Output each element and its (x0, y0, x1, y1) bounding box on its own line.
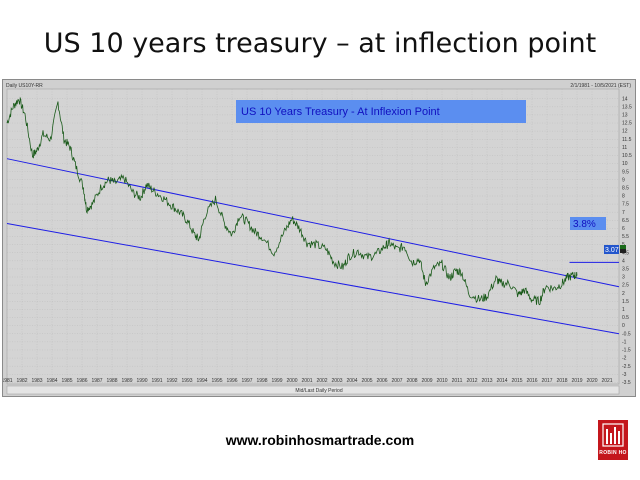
x-tick-label: 2011 (452, 378, 463, 384)
x-tick-label: 1987 (91, 378, 102, 384)
chart-grid (6, 89, 619, 384)
x-tick-label: 2007 (391, 378, 402, 384)
x-tick-label: 2010 (436, 378, 447, 384)
chart-symbol: Daily US10Y-RR (6, 83, 43, 89)
x-tick-label: 2019 (571, 378, 582, 384)
current-value-text: 3.07 (605, 247, 619, 254)
x-tick-label: 1990 (136, 378, 147, 384)
x-tick-label: 2018 (556, 378, 567, 384)
y-tick-label: 6 (622, 226, 625, 232)
footer-url[interactable]: www.robinhosmartrade.com (225, 432, 415, 448)
x-tick-label: 1989 (121, 378, 132, 384)
x-tick-label: 2020 (586, 378, 597, 384)
x-tick-label: 2012 (466, 378, 477, 384)
y-axis: 1413.51312.51211.51110.5109.598.587.576.… (622, 96, 632, 386)
y-tick-label: 4 (622, 258, 625, 264)
y-tick-label: 12 (622, 129, 628, 135)
y-tick-label: -2.5 (622, 364, 631, 370)
x-tick-label: 2001 (301, 378, 312, 384)
y-tick-label: 1 (622, 307, 625, 313)
y-tick-label: -0.5 (622, 331, 631, 337)
x-tick-label: 1992 (166, 378, 177, 384)
y-tick-label: -1 (622, 339, 627, 345)
chart-title: US 10 Years Treasury - At Inflexion Poin… (241, 106, 440, 118)
y-tick-label: 13.5 (622, 104, 632, 110)
target-label-box (570, 217, 606, 230)
x-tick-label: 1991 (151, 378, 162, 384)
y-tick-label: 8.5 (622, 185, 629, 191)
y-tick-label: 3 (622, 275, 625, 281)
slide-title: US 10 years treasury – at inflection poi… (43, 28, 597, 59)
x-tick-label: 1982 (16, 378, 27, 384)
x-tick-label: 1999 (271, 378, 282, 384)
x-tick-label: 1983 (31, 378, 42, 384)
yield-line (6, 96, 578, 306)
x-tick-label: 2015 (511, 378, 522, 384)
x-tick-label: 1988 (106, 378, 117, 384)
x-tick-label: 1997 (241, 378, 252, 384)
x-tick-label: 1984 (46, 378, 57, 384)
y-tick-label: 14 (622, 96, 628, 102)
chart-frame: Daily US10Y-RR 2/1/1981 - 10/5/2021 (EST… (2, 79, 636, 397)
x-tick-label: 2002 (316, 378, 327, 384)
period-note: Mid/Last Daily Period (295, 388, 342, 394)
x-tick-label: 2016 (526, 378, 537, 384)
y-tick-label: 1.5 (622, 299, 629, 305)
target-label: 3.8% (573, 219, 596, 230)
y-tick-label: -3.5 (622, 380, 631, 386)
chart-date-range: 2/1/1981 - 10/5/2021 (EST) (570, 83, 631, 89)
x-tick-label: 1994 (196, 378, 207, 384)
x-tick-label: 2021 (601, 378, 612, 384)
y-tick-label: 10.5 (622, 153, 632, 159)
bid-marker (620, 245, 626, 249)
y-tick-label: 9.5 (622, 169, 629, 175)
x-tick-label: 1993 (181, 378, 192, 384)
x-tick-label: 2000 (286, 378, 297, 384)
channel-line (6, 223, 620, 335)
y-tick-label: 7.5 (622, 202, 629, 208)
chart-scrollbar[interactable] (6, 385, 620, 395)
x-tick-label: 2006 (376, 378, 387, 384)
x-tick-label: 2008 (406, 378, 417, 384)
y-tick-label: 2 (622, 291, 625, 297)
y-tick-label: 5.5 (622, 234, 629, 240)
y-tick-label: 8 (622, 194, 625, 200)
current-value-badge (604, 245, 619, 254)
y-tick-label: 10 (622, 161, 628, 167)
y-tick-label: 0 (622, 323, 625, 329)
x-tick-label: 1986 (76, 378, 87, 384)
y-tick-label: -3 (622, 372, 627, 378)
x-tick-label: 2017 (541, 378, 552, 384)
y-tick-label: 0.5 (622, 315, 629, 321)
x-tick-label: 2014 (496, 378, 507, 384)
y-tick-label: 6.5 (622, 218, 629, 224)
y-tick-label: 2.5 (622, 283, 629, 289)
logo-mark-icon (602, 423, 624, 447)
logo-text: ROBIN HO (599, 450, 627, 456)
y-tick-label: 4.5 (622, 250, 629, 256)
y-tick-label: 12.5 (622, 121, 632, 127)
y-tick-label: 11 (622, 145, 627, 151)
chart-title-box (236, 100, 526, 123)
ask-marker (620, 249, 626, 253)
x-tick-label: 1981 (3, 378, 13, 384)
treasury-yield-chart: Daily US10Y-RR 2/1/1981 - 10/5/2021 (EST… (3, 83, 632, 395)
x-tick-label: 1998 (256, 378, 267, 384)
robin-ho-logo: ROBIN HO (598, 420, 628, 460)
x-tick-label: 1996 (226, 378, 237, 384)
y-tick-label: -1.5 (622, 348, 631, 354)
x-tick-label: 1995 (211, 378, 222, 384)
x-tick-label: 1985 (61, 378, 72, 384)
x-tick-label: 2003 (331, 378, 342, 384)
y-tick-label: 13 (622, 113, 628, 119)
y-tick-label: -2 (622, 356, 627, 362)
y-tick-label: 11.5 (622, 137, 632, 143)
y-tick-label: 3.5 (622, 267, 629, 273)
x-tick-label: 2005 (361, 378, 372, 384)
x-tick-label: 2013 (481, 378, 492, 384)
y-tick-label: 7 (622, 210, 625, 216)
x-tick-label: 2004 (346, 378, 357, 384)
x-tick-label: 2009 (421, 378, 432, 384)
y-tick-label: 9 (622, 177, 625, 183)
